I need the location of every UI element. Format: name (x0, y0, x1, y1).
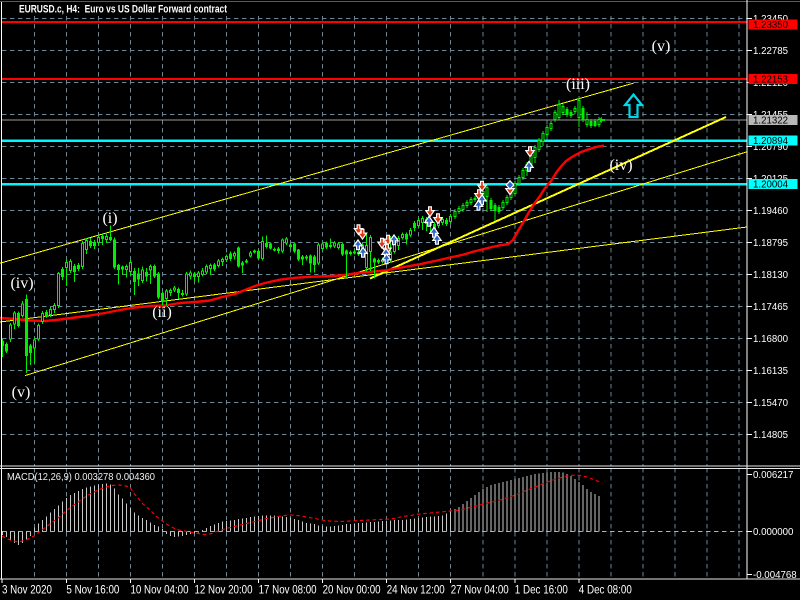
svg-text:1.16135: 1.16135 (753, 366, 788, 377)
svg-text:17 Nov 08:00: 17 Nov 08:00 (259, 583, 317, 597)
svg-text:(i): (i) (102, 210, 117, 227)
svg-text:MACD(12,26,9) 0.003278 0.00436: MACD(12,26,9) 0.003278 0.004360 (7, 471, 155, 483)
svg-text:1.16800: 1.16800 (753, 334, 789, 345)
svg-text:20 Nov 00:00: 20 Nov 00:00 (323, 583, 381, 597)
svg-text:24 Nov 12:00: 24 Nov 12:00 (387, 583, 445, 597)
svg-text:4 Dec 08:00: 4 Dec 08:00 (579, 583, 632, 597)
svg-text:5 Nov 16:00: 5 Nov 16:00 (66, 583, 119, 597)
svg-text:0.000000: 0.000000 (753, 527, 794, 538)
svg-text:(iv): (iv) (609, 157, 632, 174)
svg-text:1.18130: 1.18130 (753, 270, 789, 281)
svg-text:(v): (v) (12, 384, 31, 401)
svg-text:EURUSD.c, H4: Euro vs US Doll: EURUSD.c, H4: Euro vs US Dollar Forward … (19, 4, 227, 16)
svg-text:1.20894: 1.20894 (753, 136, 789, 147)
svg-text:1 Dec 16:00: 1 Dec 16:00 (515, 583, 568, 597)
svg-text:(iii): (iii) (566, 76, 590, 93)
svg-text:1.15470: 1.15470 (753, 398, 789, 409)
svg-text:1.14805: 1.14805 (753, 430, 788, 441)
svg-text:12 Nov 20:00: 12 Nov 20:00 (195, 583, 253, 597)
svg-text:1.23450: 1.23450 (753, 14, 789, 25)
svg-text:27 Nov 04:00: 27 Nov 04:00 (451, 583, 509, 597)
svg-text:10 Nov 04:00: 10 Nov 04:00 (131, 583, 189, 597)
svg-text:-0.004768: -0.004768 (753, 570, 797, 581)
svg-text:1.18795: 1.18795 (753, 238, 788, 249)
svg-text:(iv): (iv) (10, 275, 33, 292)
svg-text:1.19460: 1.19460 (753, 206, 789, 217)
svg-text:1.17465: 1.17465 (753, 302, 788, 313)
svg-text:1.21322: 1.21322 (753, 116, 788, 127)
svg-text:1.23350: 1.23350 (753, 20, 789, 31)
svg-text:1.20790: 1.20790 (753, 142, 789, 153)
svg-text:(v): (v) (652, 38, 671, 55)
svg-text:(ii): (ii) (152, 304, 172, 321)
svg-text:3 Nov 2020: 3 Nov 2020 (2, 583, 52, 597)
svg-text:1.22153: 1.22153 (753, 75, 788, 86)
svg-text:1.22785: 1.22785 (753, 46, 788, 57)
svg-text:1.20004: 1.20004 (753, 180, 789, 191)
svg-text:0.006217: 0.006217 (753, 470, 793, 481)
